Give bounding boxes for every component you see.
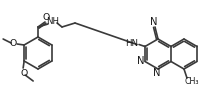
Text: HN: HN <box>126 39 138 48</box>
Text: N: N <box>150 17 158 27</box>
Text: N: N <box>153 68 161 78</box>
Text: N: N <box>137 56 145 66</box>
Text: O: O <box>20 68 28 77</box>
Text: CH₃: CH₃ <box>185 77 199 86</box>
Text: NH: NH <box>46 18 60 27</box>
Text: O: O <box>10 39 17 48</box>
Text: O: O <box>42 14 50 23</box>
